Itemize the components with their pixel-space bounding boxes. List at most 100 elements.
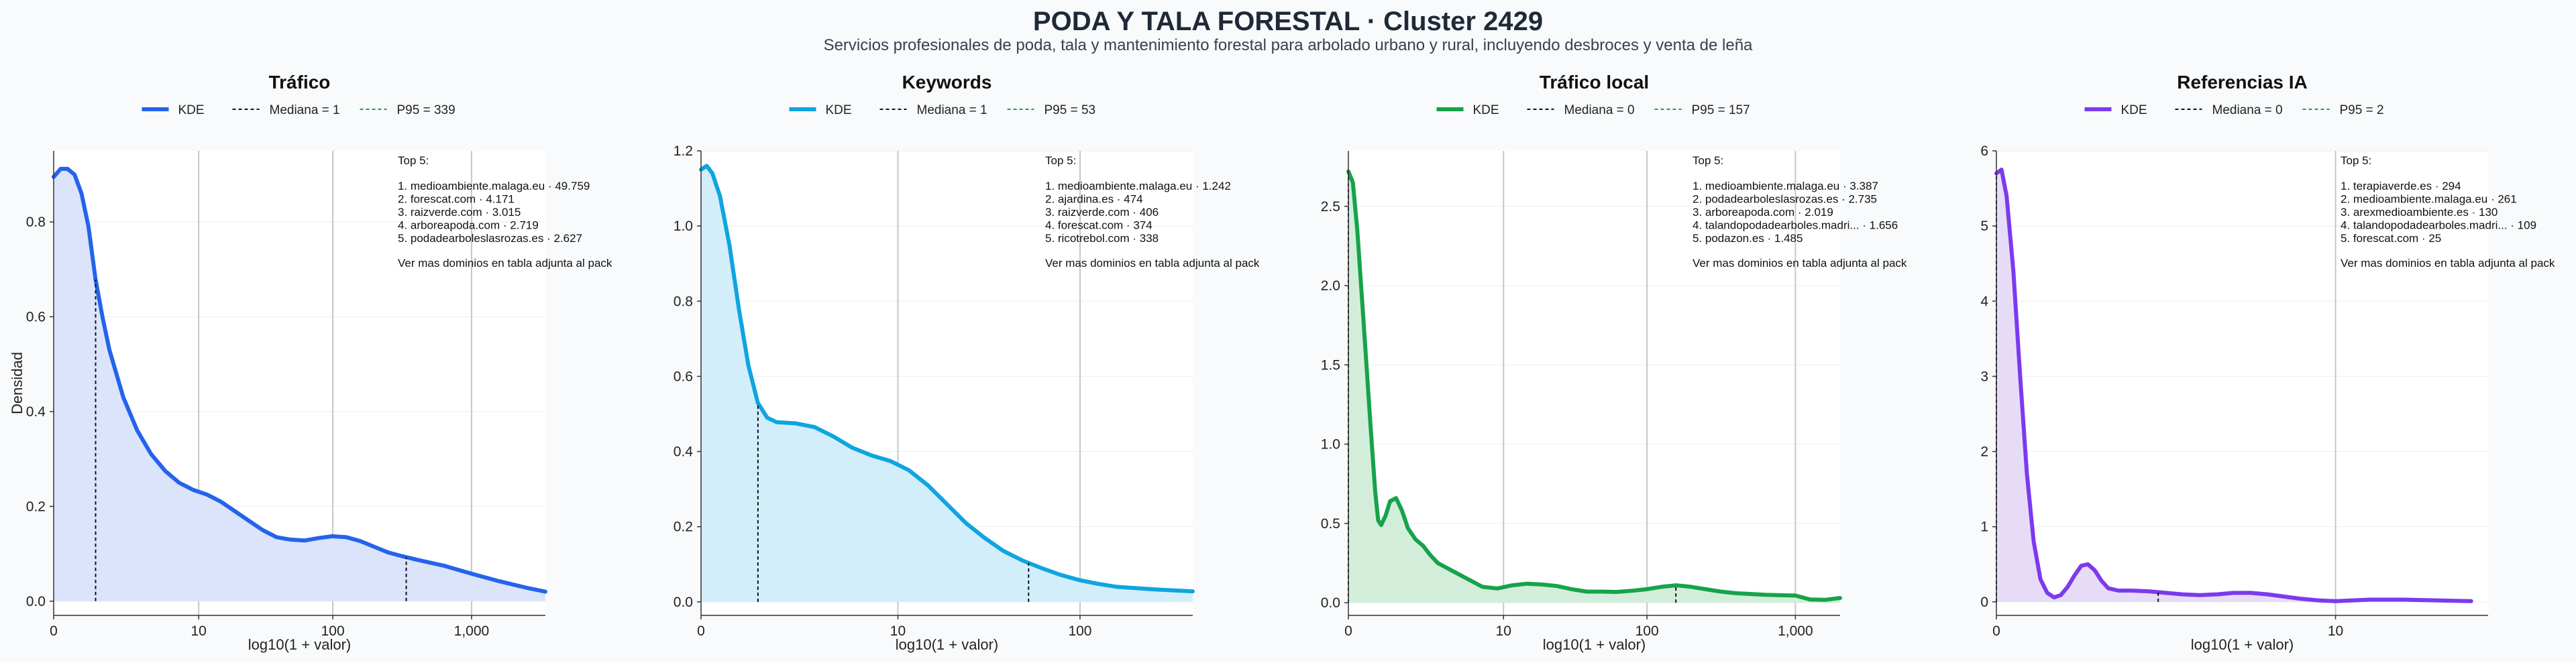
top5-heading: Top 5: — [2341, 154, 2371, 167]
legend: KDE Mediana = 1 P95 = 339 — [142, 103, 455, 117]
y-tick-label: 0.4 — [26, 404, 46, 420]
top5-item: 2. podadearboleslasrozas.es · 2.735 — [1693, 193, 1877, 206]
chart-title: Referencias IA — [2177, 72, 2308, 93]
y-tick-label: 0 — [1980, 595, 1988, 610]
y-tick-label: 1.5 — [1321, 357, 1340, 373]
chart-panel-3: Referencias IA KDE Mediana = 0 P95 = 2 0 1 2 3 4… — [1980, 72, 2555, 653]
legend-p95-label: P95 = 2 — [2340, 103, 2384, 117]
y-tick-label: 4 — [1980, 294, 1988, 309]
top5-item: 4. forescat.com · 374 — [1045, 219, 1152, 232]
y-tick-label: 0.0 — [674, 595, 693, 610]
top5-item: 3. arboreapoda.com · 2.019 — [1693, 206, 1833, 219]
x-axis-label: log10(1 + valor) — [248, 636, 351, 653]
x-tick-label: 1,000 — [454, 623, 490, 639]
top5-item: 1. medioambiente.malaga.eu · 3.387 — [1693, 180, 1878, 192]
y-tick-label: 1.2 — [674, 143, 693, 159]
chart-title: Tráfico — [269, 72, 331, 93]
legend: KDE Mediana = 0 P95 = 2 — [2084, 103, 2384, 117]
kde-line — [52, 166, 547, 594]
y-tick-label: 0.6 — [674, 369, 693, 384]
legend-kde-label: KDE — [826, 103, 852, 117]
x-tick-label: 10 — [890, 623, 906, 639]
x-tick-label: 100 — [321, 623, 345, 639]
top5-item: 5. ricotrebol.com · 338 — [1045, 232, 1159, 245]
y-tick-label: 0.0 — [26, 594, 46, 609]
legend: KDE Mediana = 1 P95 = 53 — [789, 103, 1096, 117]
page-subtitle: Servicios profesionales de poda, tala y … — [823, 36, 1753, 54]
y-tick-label: 1.0 — [1321, 437, 1340, 453]
legend-p95-label: P95 = 157 — [1692, 103, 1750, 117]
x-tick-label: 100 — [1635, 623, 1659, 639]
top5-item: 2. medioambiente.malaga.eu · 261 — [2341, 193, 2517, 206]
kde-area — [54, 168, 545, 601]
y-axis-label: Densidad — [9, 352, 25, 414]
top5-heading: Top 5: — [398, 154, 429, 167]
x-tick-label: 1,000 — [1778, 623, 1813, 639]
top5-heading: Top 5: — [1693, 154, 1723, 167]
x-tick-label: 100 — [1068, 623, 1091, 639]
plot-area — [1996, 151, 2488, 615]
top5-footer: Ver mas dominios en tabla adjunta al pac… — [1693, 257, 1907, 269]
chart-title: Keywords — [902, 72, 992, 93]
legend-median-label: Mediana = 0 — [1564, 103, 1635, 117]
top5-heading: Top 5: — [1045, 154, 1076, 167]
y-tick-label: 0.8 — [674, 294, 693, 309]
chart-panel-0: Tráfico KDE Mediana = 1 P95 = 339 0.0 0.2 0.4 0… — [9, 72, 612, 653]
legend-median-label: Mediana = 1 — [917, 103, 987, 117]
legend-p95-label: P95 = 339 — [397, 103, 455, 117]
top5-footer: Ver mas dominios en tabla adjunta al pac… — [1045, 257, 1260, 269]
top5-item: 1. terapiaverde.es · 294 — [2341, 180, 2461, 192]
top5-item: 1. medioambiente.malaga.eu · 1.242 — [1045, 180, 1231, 192]
top5-footer: Ver mas dominios en tabla adjunta al pac… — [2341, 257, 2555, 269]
y-tick-label: 0.5 — [1321, 516, 1340, 532]
kde-area — [701, 166, 1193, 602]
y-tick-label: 3 — [1980, 369, 1988, 384]
y-tick-label: 2.0 — [1321, 278, 1340, 294]
plot-area — [1348, 151, 1840, 615]
y-tick-label: 0.4 — [674, 444, 694, 460]
x-tick-label: 0 — [1992, 623, 2000, 639]
top5-item: 1. medioambiente.malaga.eu · 49.759 — [398, 180, 590, 192]
kde-line — [1346, 169, 1842, 602]
page-title: PODA Y TALA FORESTAL · Cluster 2429 — [1032, 7, 1544, 36]
x-axis-label: log10(1 + valor) — [896, 636, 998, 653]
top5-item: 4. talandopodadearboles.madri... · 109 — [2341, 219, 2536, 232]
top5-item: 3. raizverde.com · 406 — [1045, 206, 1159, 219]
legend-kde-label: KDE — [1473, 103, 1499, 117]
top5-item: 5. podazon.es · 1.485 — [1693, 232, 1803, 245]
legend-kde-label: KDE — [2121, 103, 2147, 117]
top5-item: 3. raizverde.com · 3.015 — [398, 206, 521, 219]
x-tick-label: 10 — [191, 623, 206, 639]
y-tick-label: 0.6 — [26, 310, 46, 325]
top5-item: 4. talandopodadearboles.madri... · 1.656 — [1693, 219, 1898, 232]
x-tick-label: 0 — [50, 623, 58, 639]
y-tick-label: 6 — [1980, 143, 1988, 159]
x-tick-label: 0 — [1344, 623, 1352, 639]
legend-median-label: Mediana = 0 — [2212, 103, 2283, 117]
kde-line — [1994, 168, 2473, 603]
top5-item: 4. arboreapoda.com · 2.719 — [398, 219, 539, 232]
legend-median-label: Mediana = 1 — [270, 103, 340, 117]
y-tick-label: 0.8 — [26, 215, 46, 230]
top5-item: 5. podadearboleslasrozas.es · 2.627 — [398, 232, 582, 245]
chart-title: Tráfico local — [1540, 72, 1649, 93]
legend-kde-label: KDE — [178, 103, 205, 117]
top5-footer: Ver mas dominios en tabla adjunta al pac… — [398, 257, 612, 269]
legend: KDE Mediana = 0 P95 = 157 — [1436, 103, 1750, 117]
y-tick-label: 1.0 — [674, 219, 693, 234]
legend-p95-label: P95 = 53 — [1044, 103, 1096, 117]
x-axis-label: log10(1 + valor) — [1543, 636, 1646, 653]
x-tick-label: 0 — [697, 623, 705, 639]
kde-area — [1348, 171, 1840, 603]
y-tick-label: 0.2 — [674, 520, 693, 535]
x-tick-label: 10 — [2328, 623, 2343, 639]
y-tick-label: 5 — [1980, 219, 1988, 234]
top5-item: 3. arexmedioambiente.es · 130 — [2341, 206, 2498, 219]
kde-line — [699, 164, 1195, 594]
x-axis-label: log10(1 + valor) — [2191, 636, 2294, 653]
y-tick-label: 2 — [1980, 444, 1988, 460]
top5-item: 2. ajardina.es · 474 — [1045, 193, 1143, 206]
x-tick-label: 10 — [1496, 623, 1511, 639]
